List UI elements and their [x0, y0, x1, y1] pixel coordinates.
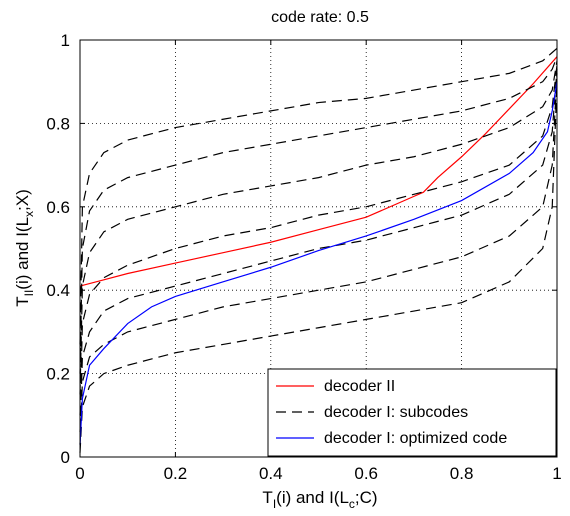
x-tick-label: 0 [75, 464, 84, 483]
legend-label-decoder-i-subcodes: decoder I: subcodes [324, 404, 468, 421]
legend-label-decoder-ii: decoder II [324, 378, 395, 395]
series-line-decoder-i-subcodes-6 [79, 56, 558, 374]
grid [80, 40, 557, 457]
series-line-decoder-i-subcodes-3 [79, 69, 558, 432]
y-tick-label: 0.2 [46, 365, 70, 384]
series-line-decoder-i-subcodes-7 [79, 47, 558, 345]
series-line-decoder-ii [79, 56, 558, 287]
series-line-decoder-i-subcodes-4 [79, 64, 558, 416]
y-tick-label: 0.8 [46, 114, 70, 133]
axes-frame [79, 39, 558, 458]
x-tick-label: 0.4 [259, 464, 283, 483]
series-line-decoder-i-subcodes-2 [79, 73, 558, 445]
axis-ticks: 0 0.2 0.4 0.6 0.8 1 0 0.2 0.4 0.6 0.8 1 [46, 31, 561, 483]
series-line-decoder-i-optimized-code [79, 81, 558, 445]
x-tick-label: 1 [552, 464, 561, 483]
x-axis-label: TI(i) and I(Lc;C) [262, 488, 377, 511]
y-tick-label: 1 [61, 31, 70, 50]
x-tick-label: 0.6 [354, 464, 378, 483]
x-tick-label: 0.2 [164, 464, 188, 483]
plot-area [79, 47, 558, 453]
chart-title: code rate: 0.5 [271, 9, 369, 26]
y-tick-label: 0.6 [46, 198, 70, 217]
y-axis-label: TII(i) and I(Lx;X) [13, 189, 36, 307]
legend-box [267, 368, 557, 457]
y-tick-label: 0.4 [46, 281, 70, 300]
legend-label-decoder-i-optimized-code: decoder I: optimized code [324, 430, 507, 447]
x-tick-label: 0.8 [450, 464, 474, 483]
series-line-decoder-i-subcodes-5 [79, 60, 558, 395]
y-tick-label: 0 [61, 448, 70, 467]
legend: decoder II decoder I: subcodes decoder I: … [267, 368, 557, 457]
